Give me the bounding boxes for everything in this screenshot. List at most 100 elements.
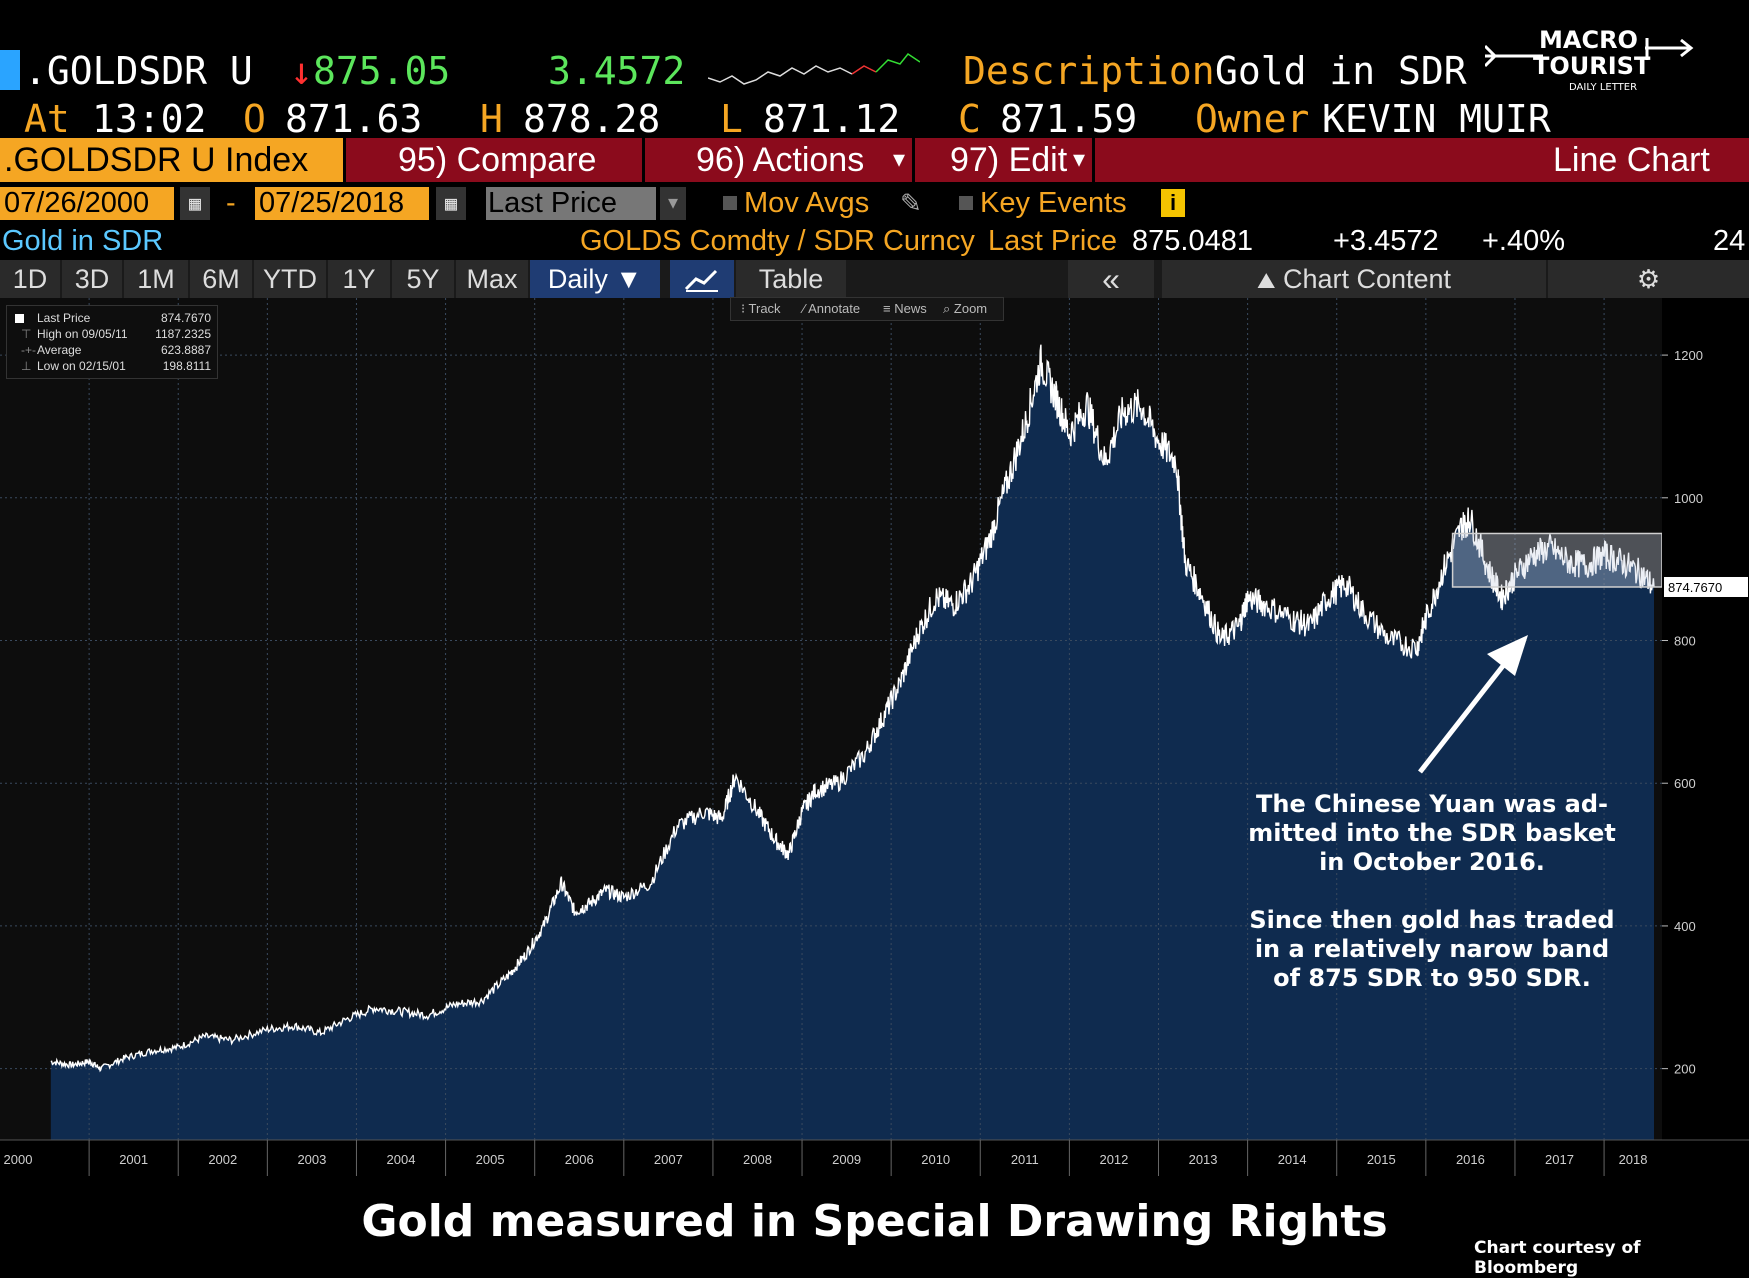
zoom-tool[interactable]: ⌕ Zoom	[943, 301, 987, 317]
x-tick-label: 2010	[921, 1152, 950, 1167]
range-ytd[interactable]: YTD	[254, 260, 326, 298]
average-marker-icon: -+-	[21, 343, 36, 357]
mov-avgs-checkbox[interactable]	[723, 196, 737, 210]
high-label: H	[480, 97, 503, 141]
down-arrow-icon: ↓	[290, 49, 313, 93]
field-select[interactable]: Last Price	[486, 187, 656, 220]
net-change: 3.4572	[548, 49, 686, 93]
toolbar-divider	[343, 138, 346, 182]
low-marker-icon: ⊥	[21, 359, 32, 373]
key-events-checkbox[interactable]	[959, 196, 973, 210]
description-value: Gold in SDR	[1215, 49, 1467, 93]
legend-row-high: ⊤ High on 09/05/11 1187.2325	[15, 327, 211, 343]
annotation-line: mitted into the SDR basket	[1248, 819, 1616, 847]
time-label: At	[24, 97, 70, 141]
chart-content-button[interactable]: ⛰ Chart Content	[1162, 260, 1546, 298]
macro-tourist-logo: MACRO TOURIST DAILY LETTER	[1485, 24, 1695, 104]
zoom-icon: ⌕	[943, 301, 951, 316]
range-1d[interactable]: 1D	[0, 260, 60, 298]
footer-title: Gold measured in Special Drawing Rights	[361, 1196, 1388, 1247]
time-value: 13:02	[92, 97, 207, 141]
y-axis-background	[1662, 298, 1749, 1140]
low-value: 871.12	[763, 97, 901, 141]
range-1m[interactable]: 1M	[124, 260, 188, 298]
news-icon: ≡	[883, 301, 891, 316]
x-tick-label: 2007	[654, 1152, 683, 1167]
chart-content-label: Chart Content	[1282, 264, 1452, 294]
zoom-label: Zoom	[953, 301, 988, 316]
chart-tools: ⁝ Track ⁄ Annotate ≡ News ⌕ Zoom	[730, 297, 1004, 321]
annotation-arrowhead	[1487, 635, 1528, 676]
legend-row-last: Last Price 874.7670	[15, 311, 211, 327]
y-tick-label: 400	[1674, 919, 1696, 934]
edit-button[interactable]: 97) Edit	[950, 141, 1068, 179]
info-icon[interactable]: i	[1161, 189, 1185, 217]
legend-label: Last Price	[37, 311, 91, 325]
legend-value: 874.7670	[160, 311, 211, 325]
end-date-input[interactable]: 07/25/2018	[255, 187, 429, 220]
logo-line3: DAILY LETTER	[1569, 82, 1638, 93]
chart-courtesy: Chart courtesy of Bloomberg	[1474, 1238, 1641, 1278]
track-tool[interactable]: ⁝ Track	[741, 301, 781, 317]
start-date-input[interactable]: 07/26/2000	[0, 187, 174, 220]
news-tool[interactable]: ≡ News	[883, 301, 927, 316]
x-tick-label: 2000	[4, 1152, 33, 1167]
index-tab[interactable]	[0, 138, 343, 182]
line-chart-icon[interactable]	[670, 260, 734, 298]
x-tick-label: 2002	[208, 1152, 237, 1167]
key-events-label[interactable]: Key Events	[980, 187, 1127, 219]
logo-line1: MACRO	[1539, 26, 1638, 54]
toolbar-divider	[912, 138, 915, 182]
range-1y[interactable]: 1Y	[328, 260, 390, 298]
mov-avgs-label[interactable]: Mov Avgs	[744, 187, 870, 219]
y-tick-label: 1200	[1674, 348, 1703, 363]
annotation-line: Since then gold has traded	[1249, 906, 1615, 934]
y-tick-label: 200	[1674, 1062, 1696, 1077]
x-tick-label: 2017	[1545, 1152, 1574, 1167]
chart-type-label[interactable]: Line Chart	[1553, 141, 1710, 179]
calendar-icon[interactable]: ▦	[436, 187, 466, 220]
last-price-tag	[1664, 576, 1748, 597]
annotate-label: Annotate	[808, 301, 861, 316]
legend-value: 623.8887	[160, 343, 211, 357]
frequency-select[interactable]: Daily ▼	[530, 260, 660, 298]
owner-label: Owner	[1195, 97, 1310, 141]
description-label: Description	[963, 49, 1215, 93]
y-tick-label: 600	[1674, 776, 1696, 791]
close-value: 871.59	[1000, 97, 1138, 141]
x-tick-label: 2016	[1456, 1152, 1485, 1167]
compare-button[interactable]: 95) Compare	[398, 141, 597, 179]
chevron-down-icon[interactable]: ▾	[1073, 146, 1086, 173]
open-value: 871.63	[285, 97, 423, 141]
last-price-tag-label: 874.7670	[1668, 580, 1722, 595]
gear-icon[interactable]: ⚙	[1548, 260, 1749, 298]
high-marker-icon: ⊤	[21, 327, 32, 341]
y-tick-label: 1000	[1674, 491, 1703, 506]
annotate-tool[interactable]: ⁄ Annotate	[803, 301, 860, 316]
toolbar-divider	[642, 138, 645, 182]
range-max[interactable]: Max	[456, 260, 528, 298]
range-5y[interactable]: 5Y	[392, 260, 454, 298]
calendar-icon[interactable]: ▦	[180, 187, 210, 220]
price-band-box	[1451, 532, 1663, 588]
actions-button[interactable]: 96) Actions	[696, 141, 865, 179]
annotation-line: of 875 SDR to 950 SDR.	[1273, 964, 1591, 992]
collapse-icon[interactable]: «	[1068, 260, 1154, 298]
x-tick-label: 2004	[387, 1152, 416, 1167]
range-6m[interactable]: 6M	[190, 260, 252, 298]
annotation-text: The Chinese Yuan was ad- mitted into the…	[1232, 790, 1632, 993]
open-label: O	[243, 97, 266, 141]
x-tick-label: 2013	[1189, 1152, 1218, 1167]
annotation-line: The Chinese Yuan was ad-	[1256, 790, 1608, 818]
chevron-down-icon[interactable]: ▾	[893, 146, 906, 173]
pencil-icon[interactable]: ✎	[900, 188, 922, 218]
x-tick-label: 2005	[476, 1152, 505, 1167]
x-tick-label: 2001	[119, 1152, 148, 1167]
table-button[interactable]: Table	[736, 260, 846, 298]
x-tick-label: 2009	[832, 1152, 861, 1167]
chevron-down-icon[interactable]: ▾	[660, 187, 686, 220]
range-3d[interactable]: 3D	[62, 260, 122, 298]
x-tick-label: 2015	[1367, 1152, 1396, 1167]
security-change: +3.4572	[1333, 225, 1439, 257]
x-tick-label: 2003	[297, 1152, 326, 1167]
